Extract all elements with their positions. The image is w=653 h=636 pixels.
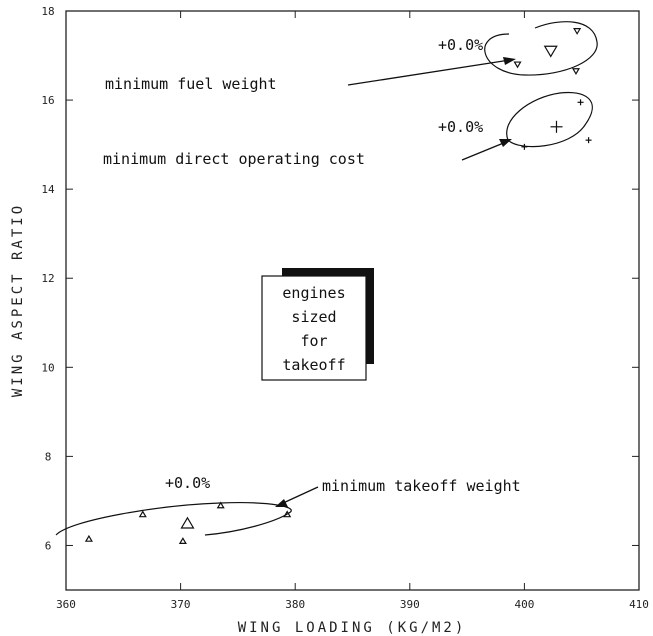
x-tick-label: 380	[285, 598, 305, 611]
contour-point	[138, 510, 147, 518]
y-tick-label: 12	[41, 272, 54, 285]
annotation-fuel-weight: minimum fuel weight	[105, 75, 277, 93]
note-line-1: engines	[282, 284, 345, 302]
annotation-takeoff-weight: minimum takeoff weight	[322, 477, 521, 495]
optimum-marker	[180, 516, 195, 529]
optimum-marker	[543, 45, 558, 58]
annotation-operating-cost: minimum direct operating cost	[103, 150, 365, 168]
x-tick-label: 400	[514, 598, 534, 611]
optimum-marker	[550, 120, 563, 133]
y-tick-label: 14	[41, 183, 55, 196]
y-tick-label: 10	[41, 361, 54, 374]
contour-label-cost: +0.0%	[438, 118, 483, 136]
contour-point	[283, 510, 292, 518]
contour-point	[577, 99, 584, 106]
note-line-3: for	[300, 332, 327, 350]
contour-point	[84, 534, 93, 542]
y-tick-label: 16	[41, 94, 54, 107]
contour-point	[585, 137, 592, 144]
marker-group	[84, 28, 592, 545]
y-axis-label: WING ASPECT RATIO	[10, 203, 26, 397]
x-tick-labels: 360 370 380 390 400 410	[56, 598, 649, 611]
arrowhead-takeoff-weight	[275, 499, 288, 507]
y-tick-labels: 6 8 10 12 14 16 18	[41, 5, 55, 552]
arrow-operating-cost	[461, 141, 507, 161]
contour-label-fuel: +0.0%	[438, 36, 483, 54]
contour-point	[573, 28, 582, 35]
arrowhead-fuel-weight	[503, 57, 516, 65]
contour-fuel-weight	[484, 21, 598, 76]
x-tick-label: 360	[56, 598, 76, 611]
contour-point	[178, 537, 187, 545]
contour-point	[513, 61, 522, 69]
x-axis-label: WING LOADING (KG/M2)	[238, 620, 467, 636]
note-line-2: sized	[291, 308, 336, 326]
arrow-fuel-weight	[347, 59, 511, 86]
contour-point	[571, 68, 581, 76]
note-line-4: takeoff	[282, 356, 345, 374]
contour-operating-cost	[506, 91, 593, 148]
x-tick-label: 370	[171, 598, 191, 611]
contour-point	[216, 501, 225, 509]
x-tick-label: 390	[400, 598, 420, 611]
arrowhead-operating-cost	[499, 139, 512, 147]
contour-takeoff-weight	[55, 502, 292, 536]
arrow-takeoff-weight	[280, 486, 319, 505]
x-tick-label: 410	[629, 598, 649, 611]
y-tick-label: 8	[45, 450, 52, 463]
y-tick-label: 6	[45, 539, 52, 552]
tick-group	[65, 10, 640, 590]
note-box	[261, 275, 367, 381]
contour-label-takeoff: +0.0%	[165, 474, 210, 492]
plot-frame	[65, 10, 640, 591]
contour-point	[521, 143, 528, 150]
y-tick-label: 18	[41, 5, 54, 18]
